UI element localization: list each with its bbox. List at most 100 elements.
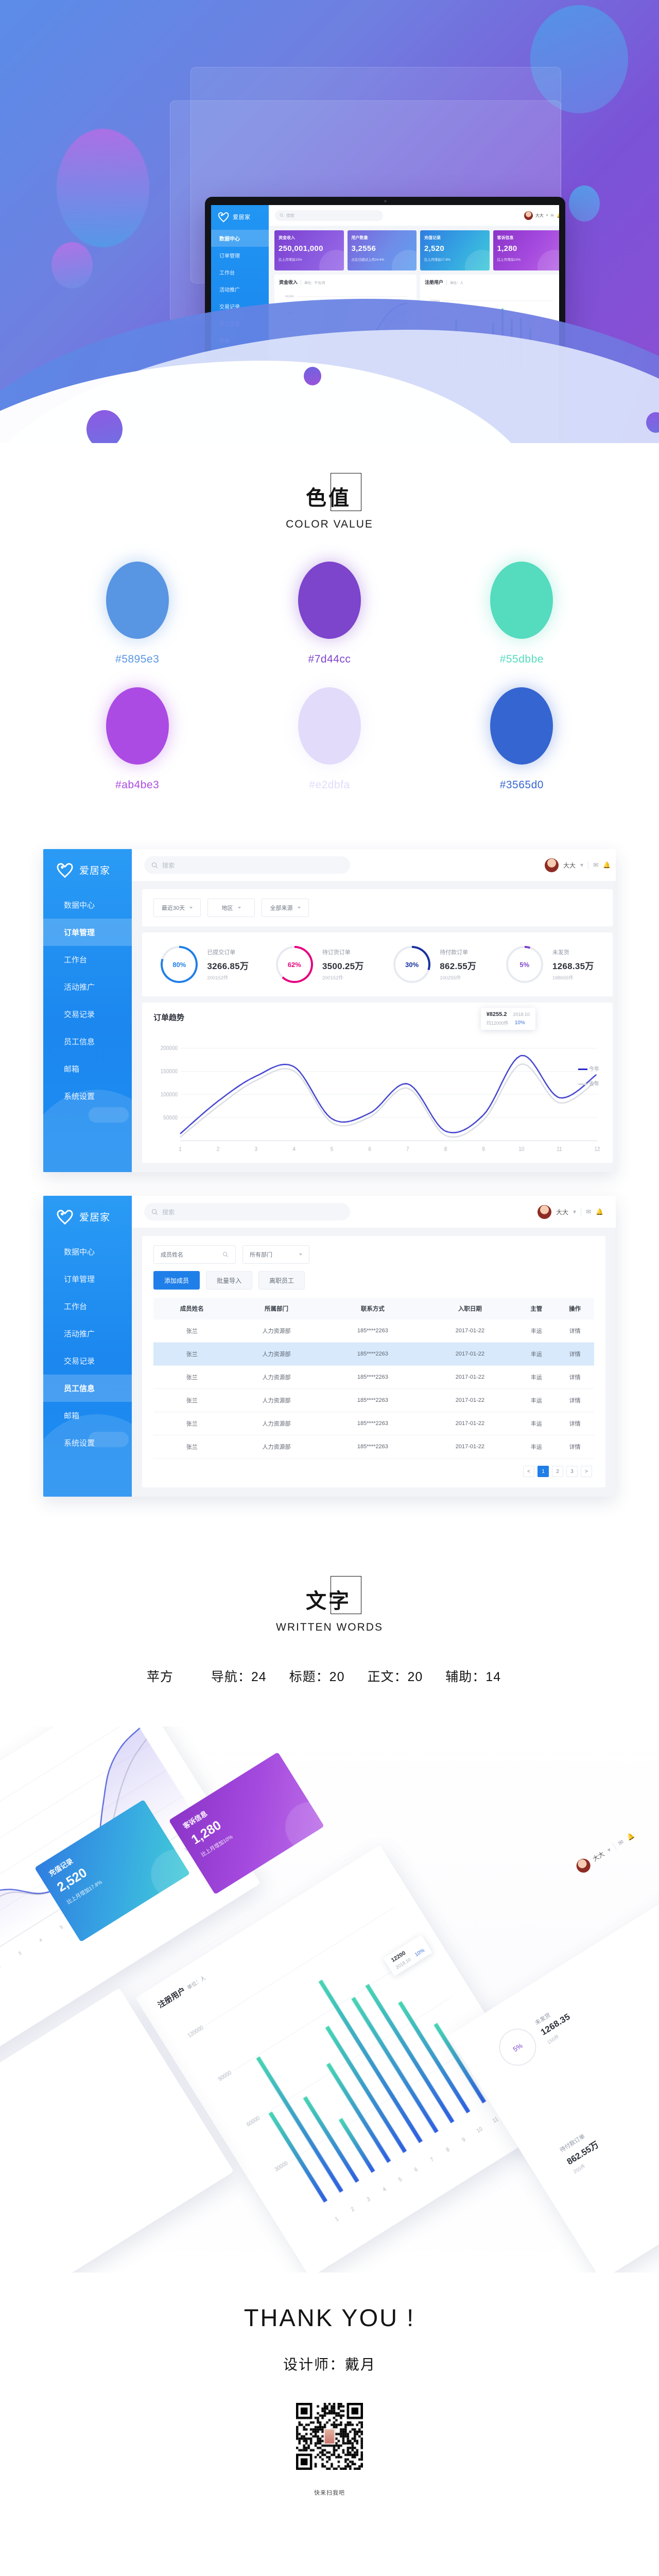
chevron-down-icon[interactable]: ▾: [573, 1208, 576, 1215]
table-cell: 张兰: [153, 1319, 231, 1343]
detail-link[interactable]: 详情: [556, 1388, 594, 1412]
detail-link[interactable]: 详情: [556, 1319, 594, 1343]
sidebar-item-0[interactable]: 数据中心: [64, 1248, 95, 1257]
search-icon: [280, 213, 284, 217]
sidebar-item-2[interactable]: 工作台: [64, 956, 88, 964]
sidebar-item-5[interactable]: 员工信息: [64, 1038, 95, 1046]
heart-pin-logo-icon: [217, 211, 231, 223]
table-row[interactable]: 张兰 人力资源部 185****2263 2017-01-22 丰运 详情: [153, 1412, 594, 1435]
mail-icon[interactable]: ✉: [585, 1208, 592, 1215]
color-circle: [490, 562, 553, 639]
stat-card: 客诉信息 1,280 比上月增加10%: [493, 230, 559, 270]
sidebar-item-5[interactable]: 员工信息: [43, 1375, 132, 1402]
color-swatch: #e2dbfa: [298, 687, 361, 791]
department-select[interactable]: 所有部门: [242, 1245, 309, 1264]
detail-link[interactable]: 详情: [556, 1435, 594, 1459]
chart-legend: 今年 去年: [578, 1064, 599, 1094]
detail-link[interactable]: 详情: [556, 1342, 594, 1366]
sidebar-item-1[interactable]: 订单管理: [64, 1275, 95, 1284]
search-input[interactable]: 搜索: [144, 1203, 350, 1221]
sidebar-item-0[interactable]: 数据中心: [211, 230, 269, 247]
donut-percent: 80%: [172, 960, 186, 969]
user-menu[interactable]: 大大 ▾ ✉ 🔔: [537, 1205, 603, 1219]
sidebar-item-2[interactable]: 工作台: [219, 270, 235, 276]
table-row[interactable]: 张兰 人力资源部 185****2263 2017-01-22 丰运 详情: [153, 1342, 594, 1366]
sidebar-item-4[interactable]: 交易记录: [64, 1010, 95, 1019]
search-input[interactable]: 搜索: [144, 856, 350, 874]
sidebar-item-4[interactable]: 交易记录: [64, 1357, 95, 1366]
table-row[interactable]: 张兰 人力资源部 185****2263 2017-01-22 丰运 详情: [153, 1365, 594, 1389]
brand-name: 爱居家: [233, 214, 251, 221]
filter-dropdown[interactable]: 地区: [207, 899, 255, 917]
sidebar-item-1[interactable]: 订单管理: [219, 253, 240, 259]
chevron-down-icon[interactable]: ▾: [580, 861, 583, 869]
table-cell: 丰运: [517, 1365, 556, 1389]
brand-logo: 爱居家: [43, 1196, 132, 1238]
filter-dropdown[interactable]: 最近30天: [153, 899, 201, 917]
donut-percent: 5%: [519, 960, 530, 969]
detail-link[interactable]: 详情: [556, 1412, 594, 1435]
sidebar-item-3[interactable]: 活动推广: [219, 287, 240, 293]
sidebar-item-7[interactable]: 系统设置: [64, 1439, 95, 1448]
sidebar-item-3[interactable]: 活动推广: [64, 1330, 95, 1338]
sidebar-item-1[interactable]: 订单管理: [43, 919, 132, 946]
page-button[interactable]: >: [581, 1466, 592, 1477]
mail-icon[interactable]: ✉: [550, 213, 554, 218]
filter-list[interactable]: 最近30天 地区 全部来源: [153, 899, 601, 917]
table-cell: 人力资源部: [230, 1365, 323, 1389]
detail-link[interactable]: 详情: [556, 1365, 594, 1389]
sidebar-item-6[interactable]: 邮箱: [64, 1412, 80, 1420]
action-button[interactable]: 离职员工: [258, 1271, 305, 1290]
search-input[interactable]: 搜索: [275, 210, 383, 221]
member-name-input[interactable]: 成员姓名: [153, 1245, 236, 1264]
stat-card-list: 资金收入 250,001,000 比上月增加15% 用户数量 3,2556 占比已超过上月…: [269, 226, 559, 270]
user-menu[interactable]: 大大 ▾ ✉ 🔔: [524, 211, 559, 220]
scan-prompt: 快来扫我吧: [314, 2490, 345, 2496]
page-button[interactable]: 1: [537, 1466, 549, 1477]
bell-icon[interactable]: 🔔: [603, 861, 611, 869]
page-button[interactable]: <: [523, 1466, 534, 1477]
page-button[interactable]: 2: [552, 1466, 563, 1477]
table-row[interactable]: 张兰 人力资源部 185****2263 2017-01-22 丰运 详情: [153, 1388, 594, 1412]
table-cell: 丰运: [517, 1388, 556, 1412]
pagination[interactable]: <1 2 3 >: [153, 1459, 594, 1478]
nav-list[interactable]: 数据中心订单管理工作台活动推广交易记录员工信息邮箱系统设置: [43, 1238, 132, 1456]
sidebar-item-3[interactable]: 活动推广: [64, 983, 95, 992]
sidebar-item-2[interactable]: 工作台: [64, 1302, 88, 1311]
table-cell: 人力资源部: [230, 1435, 323, 1459]
donut-title: 未发货: [552, 950, 569, 956]
thank-you-text: THANK YOU !: [244, 2304, 415, 2331]
user-menu[interactable]: 大大 ▾ ✉ 🔔: [544, 858, 611, 872]
sidebar-item-7[interactable]: 系统设置: [64, 1092, 95, 1101]
color-hex: #e2dbfa: [309, 779, 350, 791]
chevron-down-icon[interactable]: ▾: [546, 214, 548, 217]
table-body: 张兰 人力资源部 185****2263 2017-01-22 丰运 详情 张兰 人力资源部 1…: [153, 1319, 594, 1459]
sidebar-item-4[interactable]: 交易记录: [219, 304, 240, 310]
action-button[interactable]: 批量导入: [206, 1271, 252, 1290]
table-row[interactable]: 张兰 人力资源部 185****2263 2017-01-22 丰运 详情: [153, 1435, 594, 1459]
filter-dropdown[interactable]: 全部来源: [262, 899, 309, 917]
mail-icon[interactable]: ✉: [593, 861, 599, 869]
donut-value: 1268.35万: [552, 961, 594, 971]
collage-user-menu: 大大 ▾ ✉ 🔔: [574, 1828, 637, 1875]
color-hex: #3565d0: [499, 779, 544, 791]
page-button[interactable]: 3: [566, 1466, 578, 1477]
table-column-header: 主管: [517, 1298, 556, 1319]
donut-percent: 5%: [511, 2041, 524, 2053]
action-button-group[interactable]: 添加成员 批量导入 离职员工: [153, 1271, 594, 1290]
add-member-button[interactable]: 添加成员: [153, 1271, 200, 1290]
legend-item: 今年: [578, 1064, 599, 1072]
table-row[interactable]: 张兰 人力资源部 185****2263 2017-01-22 丰运 详情: [153, 1319, 594, 1343]
user-name: 大大: [563, 861, 576, 869]
sidebar-item-6[interactable]: 邮箱: [64, 1065, 80, 1074]
section-title-en: COLOR VALUE: [286, 518, 373, 530]
mail-icon: ✉: [616, 1838, 625, 1847]
donut-stat: 62% 待订货订单 3500.25万 200152件: [263, 946, 378, 983]
search-placeholder: 搜索: [162, 1208, 175, 1216]
bell-icon[interactable]: 🔔: [557, 213, 559, 218]
sidebar-item-0[interactable]: 数据中心: [64, 901, 95, 910]
nav-list[interactable]: 数据中心订单管理工作台活动推广交易记录员工信息邮箱系统设置: [43, 891, 132, 1110]
stat-value: 2,520: [424, 244, 445, 253]
bell-icon[interactable]: 🔔: [596, 1208, 603, 1215]
